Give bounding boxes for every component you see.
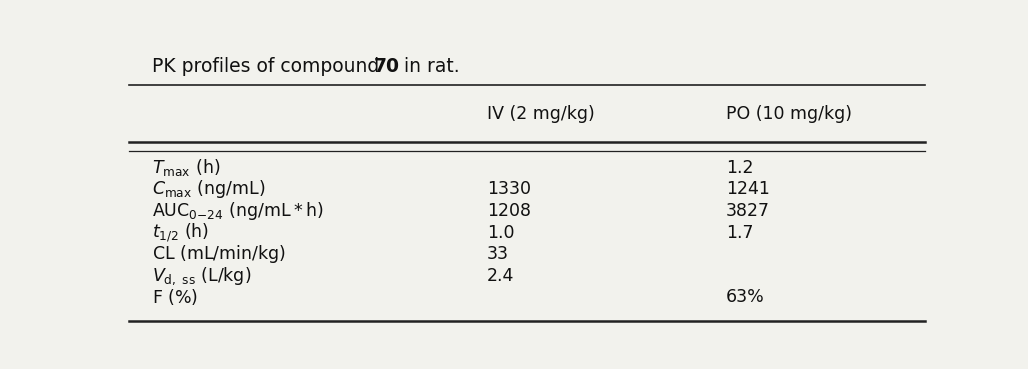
Text: $\mathrm{F\ (\%)}$: $\mathrm{F\ (\%)}$ bbox=[152, 287, 198, 307]
Text: in rat.: in rat. bbox=[398, 57, 460, 76]
Text: PO (10 mg/kg): PO (10 mg/kg) bbox=[726, 105, 852, 123]
Text: 63%: 63% bbox=[726, 289, 765, 306]
Text: $C_{\mathrm{max}}\ \mathrm{(ng/mL)}$: $C_{\mathrm{max}}\ \mathrm{(ng/mL)}$ bbox=[152, 179, 265, 200]
Text: IV (2 mg/kg): IV (2 mg/kg) bbox=[487, 105, 595, 123]
Text: 33: 33 bbox=[487, 245, 509, 263]
Text: 2.4: 2.4 bbox=[487, 267, 514, 285]
Text: 3827: 3827 bbox=[726, 202, 770, 220]
Text: 1208: 1208 bbox=[487, 202, 531, 220]
Text: $t_{1/2}\ \mathrm{(h)}$: $t_{1/2}\ \mathrm{(h)}$ bbox=[152, 221, 210, 244]
Text: $\mathrm{AUC}_{0\mathrm{-}24}\ \mathrm{(ng/mL*h)}$: $\mathrm{AUC}_{0\mathrm{-}24}\ \mathrm{(… bbox=[152, 200, 324, 222]
Text: $V_{\mathrm{d,\ ss}}\ \mathrm{(L/kg)}$: $V_{\mathrm{d,\ ss}}\ \mathrm{(L/kg)}$ bbox=[152, 265, 252, 287]
Text: PK profiles of compound: PK profiles of compound bbox=[152, 57, 386, 76]
Text: 1.7: 1.7 bbox=[726, 224, 754, 242]
Text: $T_{\mathrm{max}}\ \mathrm{(h)}$: $T_{\mathrm{max}}\ \mathrm{(h)}$ bbox=[152, 157, 221, 178]
Text: $\mathrm{CL\ (mL/min/kg)}$: $\mathrm{CL\ (mL/min/kg)}$ bbox=[152, 243, 286, 265]
Text: 1330: 1330 bbox=[487, 180, 531, 199]
Text: 1241: 1241 bbox=[726, 180, 770, 199]
Text: 1.0: 1.0 bbox=[487, 224, 515, 242]
Text: 1.2: 1.2 bbox=[726, 159, 754, 177]
Text: 70: 70 bbox=[374, 57, 400, 76]
